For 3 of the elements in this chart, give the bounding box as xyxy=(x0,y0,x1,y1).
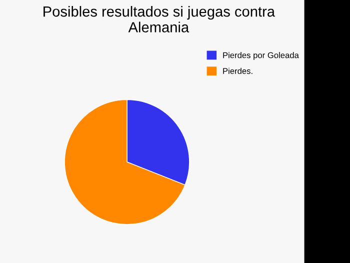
chart-title: Posibles resultados si juegas contra Alemania xyxy=(44,6,276,32)
legend-label: Pierdes. xyxy=(223,68,252,74)
legend-label: Pierdes por Goleada xyxy=(223,52,299,60)
